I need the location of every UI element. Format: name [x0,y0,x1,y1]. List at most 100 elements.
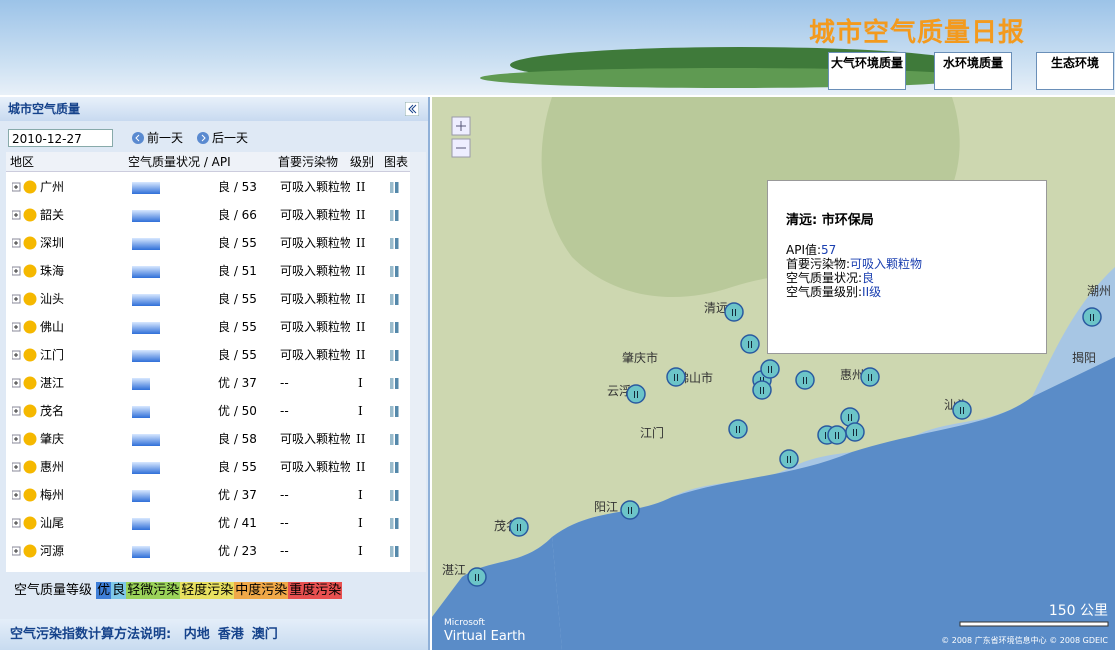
chart-icon[interactable] [390,322,402,333]
legend-level: 轻微污染 [126,582,180,599]
quality-bar [132,350,160,362]
chart-icon[interactable] [390,350,402,361]
row-icons [12,292,42,306]
collapse-button[interactable] [405,102,419,116]
popup-value: 57 [821,243,836,257]
level: I [358,397,363,425]
footer-link[interactable]: 内地 [184,627,210,642]
next-day[interactable]: 后一天 [212,129,248,146]
prev-icon[interactable] [131,131,145,145]
level: I [358,369,363,397]
table-row: 广州良 / 53可吸入颗粒物II [6,173,410,201]
quality-bar [132,210,160,222]
scale-label: 150 公里 [1049,603,1108,619]
column-header: 图表 [380,152,410,172]
quality-api: 良 / 55 [218,453,257,481]
chart-icon[interactable] [390,434,402,445]
pollutant: 可吸入颗粒物 [280,201,350,229]
chart-icon[interactable] [390,490,402,501]
legend-level: 轻度污染 [180,582,234,599]
chart-icon[interactable] [390,378,402,389]
chart-icon[interactable] [390,546,402,557]
chart-icon[interactable] [390,266,402,277]
place-label: 江门 [640,425,664,440]
pollutant: 可吸入颗粒物 [280,229,350,257]
tab[interactable]: 大气环境质量 [828,52,906,90]
city: 佛山 [40,313,64,341]
city: 韶关 [40,201,64,229]
quality-bar [132,462,160,474]
tab[interactable]: 生态环境 [1036,52,1114,90]
chart-icon[interactable] [390,238,402,249]
prev-day[interactable]: 前一天 [147,129,183,146]
row-icons [12,488,42,502]
level: II [356,453,365,481]
level: II [356,313,365,341]
quality-api: 优 / 50 [218,397,257,425]
pollutant: -- [280,509,350,537]
row-icons [12,432,42,446]
marker-label: II [786,455,792,466]
level: I [358,481,363,509]
scrollbar[interactable] [410,152,426,572]
quality-api: 优 / 23 [218,537,257,565]
pollutant: -- [280,397,350,425]
quality-bar [132,378,150,390]
row-icons [12,460,42,474]
chart-icon[interactable] [390,518,402,529]
legend: 空气质量等级 优良轻微污染轻度污染中度污染重度污染 [0,577,428,605]
chart-icon[interactable] [390,406,402,417]
page: 城市空气质量日报 大气环境质量 水环境质量 生态环境 城市空气质量 2010-1… [0,0,1115,650]
level: II [356,173,365,201]
tab[interactable]: 水环境质量 [934,52,1012,90]
table-row: 汕头良 / 55可吸入颗粒物II [6,285,410,313]
date-input[interactable]: 2010-12-27 [8,129,113,147]
marker-label: II [852,428,858,439]
next-icon[interactable] [196,131,210,145]
footer-link[interactable]: 澳门 [252,627,278,642]
copyright: © 2008 广东省环境信息中心 © 2008 GDEIC [941,635,1108,645]
quality-api: 良 / 55 [218,341,257,369]
table-row: 深圳良 / 55可吸入颗粒物II [6,229,410,257]
chart-icon[interactable] [390,210,402,221]
pollutant: -- [280,537,350,565]
quality-bar [132,518,150,530]
marker-label: II [867,373,873,384]
popup-value: 可吸入颗粒物 [850,257,922,271]
column-header: 级别 [346,152,380,172]
table-row: 梅州优 / 37--I [6,481,410,509]
marker-label: II [767,365,773,376]
popup-label: 空气质量状况: [786,271,862,285]
quality-api: 优 / 41 [218,509,257,537]
quality-bar [132,490,150,502]
chart-icon[interactable] [390,182,402,193]
city: 惠州 [40,453,64,481]
level: II [356,201,365,229]
chart-icon[interactable] [390,462,402,473]
panel-title: 城市空气质量 [0,97,428,121]
marker-label: II [802,376,808,387]
legend-level: 良 [111,582,126,599]
row-icons [12,376,42,390]
table-row: 珠海良 / 51可吸入颗粒物II [6,257,410,285]
quality-api: 良 / 51 [218,257,257,285]
city: 汕尾 [40,509,64,537]
city: 珠海 [40,257,64,285]
pollutant: -- [280,481,350,509]
level: II [356,257,365,285]
quality-bar [132,182,160,194]
popup-label: API值: [786,243,821,257]
table-row: 河源优 / 23--I [6,537,410,565]
city: 深圳 [40,229,64,257]
chart-icon[interactable] [390,294,402,305]
pollutant: 可吸入颗粒物 [280,313,350,341]
column-header: 地区 [6,152,124,172]
place-label: 湛江 [442,563,466,577]
table-row: 汕尾优 / 41--I [6,509,410,537]
level: II [356,285,365,313]
level: II [356,229,365,257]
footer-link[interactable]: 香港 [218,627,244,642]
